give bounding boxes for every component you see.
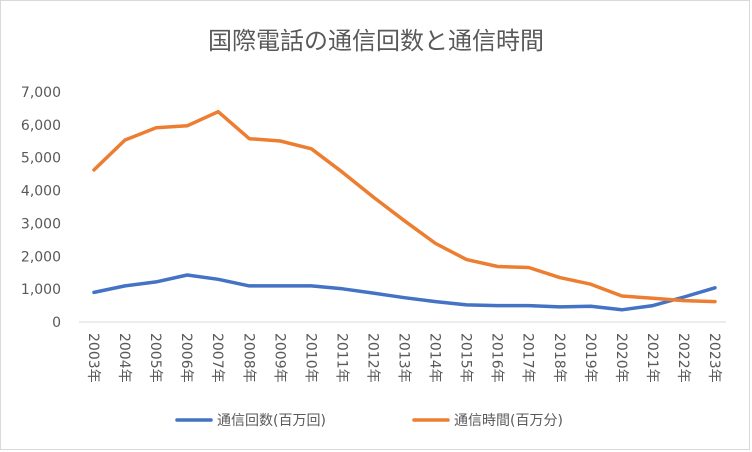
x-tick-label: 2004年 <box>116 333 132 383</box>
x-tick-label: 2017年 <box>520 333 536 383</box>
x-tick-label: 2008年 <box>240 333 256 383</box>
plot-area: 0 1,000 2,000 3,000 4,000 5,000 6,000 7,000 2003… <box>21 85 726 383</box>
x-tick-label: 2020年 <box>613 333 629 383</box>
x-tick-label: 2021年 <box>644 333 660 383</box>
y-tick-label: 3,000 <box>21 216 61 232</box>
series-line-1 <box>92 273 717 312</box>
series-line-2 <box>92 109 717 304</box>
y-tick-label: 5,000 <box>21 151 61 167</box>
legend-label-2: 通信時間(百万分) <box>454 413 563 429</box>
x-tick-label: 2003年 <box>85 333 101 383</box>
x-tick-label: 2011年 <box>333 333 349 383</box>
chart-title: 国際電話の通信回数と通信時間 <box>208 27 544 55</box>
x-tick-label: 2012年 <box>364 333 380 383</box>
y-tick-label: 2,000 <box>21 249 61 265</box>
x-tick-label: 2022年 <box>675 333 691 383</box>
y-tick-label: 7,000 <box>21 85 61 101</box>
legend: 通信回数(百万回) 通信時間(百万分) <box>175 413 563 429</box>
y-tick-label: 4,000 <box>21 184 61 200</box>
y-tick-label: 6,000 <box>21 118 61 134</box>
x-tick-label: 2018年 <box>551 333 567 383</box>
x-tick-label: 2010年 <box>302 333 318 383</box>
x-tick-label: 2005年 <box>147 333 163 383</box>
x-tick-label: 2015年 <box>458 333 474 383</box>
x-tick-label: 2009年 <box>271 333 287 383</box>
x-tick-label: 2006年 <box>178 333 194 383</box>
y-tick-label: 0 <box>52 315 61 331</box>
x-tick-label: 2023年 <box>706 333 722 383</box>
x-tick-label: 2016年 <box>489 333 505 383</box>
x-tick-label: 2013年 <box>396 333 412 383</box>
y-tick-label: 1,000 <box>21 282 61 298</box>
x-tick-label: 2014年 <box>427 333 443 383</box>
legend-label-1: 通信回数(百万回) <box>217 413 326 429</box>
x-tick-label: 2007年 <box>209 333 225 383</box>
x-tick-label: 2019年 <box>582 333 598 383</box>
